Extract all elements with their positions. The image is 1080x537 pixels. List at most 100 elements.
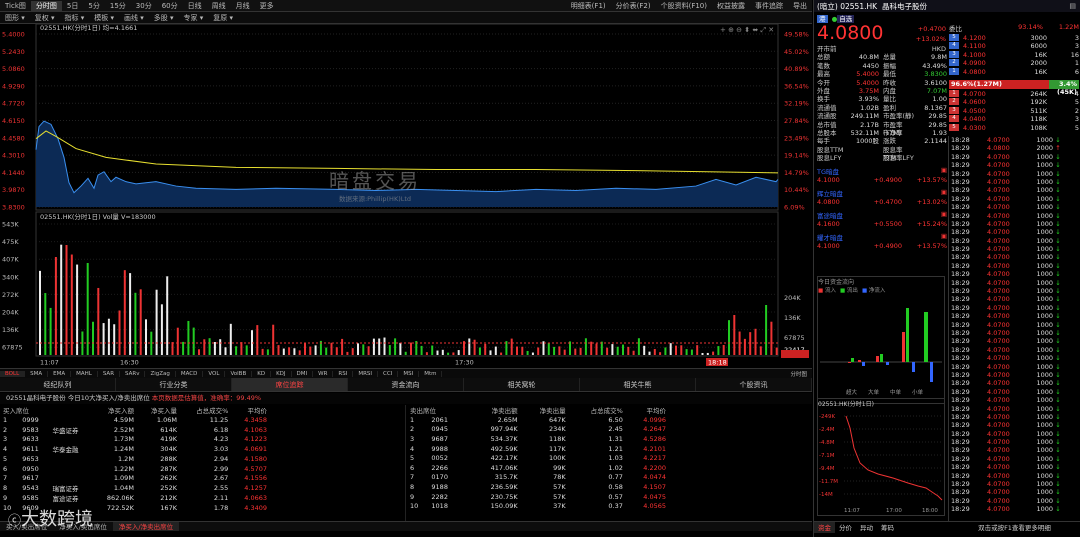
bottom-tab-0[interactable]: 买入/卖出席位 (6, 523, 48, 531)
tab-0[interactable]: Tick图 (5, 1, 26, 10)
indicator-macd[interactable]: MACD (176, 370, 204, 377)
tab-5[interactable]: 30分 (135, 1, 152, 10)
tick-row[interactable]: 18:29 4.0700 1000 ↓ (949, 488, 1080, 496)
table-row[interactable]: 10 9609 722.52K 167K 1.78 4.3409 (0, 503, 270, 513)
indicator-kdj[interactable]: KDJ (271, 370, 292, 377)
tick-row[interactable]: 18:29 4.0700 1000 ↓ (949, 220, 1080, 228)
table-row[interactable]: 2 9583 华盛证券 2.52M 614K 6.18 4.1063 (0, 425, 270, 435)
tick-row[interactable]: 18:29 4.0700 1000 ↓ (949, 245, 1080, 253)
bid-row[interactable]: 3 4.0500 511K 2 (949, 106, 1079, 115)
topbar-right-item[interactable]: 事件追踪 (755, 1, 783, 10)
open-icon[interactable]: ▣ (940, 166, 947, 174)
ask-row[interactable]: 2 4.0900 2000 1 (949, 59, 1079, 67)
tab-0[interactable]: 经纪队列 (0, 378, 116, 391)
topbar-right-item[interactable]: 权益披露 (717, 1, 745, 10)
table-row[interactable]: 9 9585 富途证券 862.06K 212K 2.11 4.0663 (0, 493, 270, 503)
tab-3[interactable]: 5分 (88, 1, 100, 10)
indicator-cci[interactable]: CCI (378, 370, 399, 377)
topbar-right-item[interactable]: 分价表(F2) (615, 1, 651, 10)
tick-row[interactable]: 18:29 4.0700 1000 ↓ (949, 295, 1080, 303)
tick-row[interactable]: 18:29 4.0700 1000 ↓ (949, 262, 1080, 270)
menu-item[interactable]: 指标 ▾ (64, 13, 85, 22)
tick-row[interactable]: 18:29 4.0700 1000 ↓ (949, 237, 1080, 245)
intraday-chart[interactable]: 02551.HK(分时1日) 均=4.1661 + ⊕ ⊖ ⬍ ⬌ ⤢ ✕ 5.40… (0, 23, 812, 369)
tick-row[interactable]: 18:29 4.0700 1000 ↓ (949, 354, 1080, 362)
tick-row[interactable]: 18:29 4.0700 1000 ↓ (949, 228, 1080, 236)
tick-row[interactable]: 18:29 4.0700 1000 ↓ (949, 430, 1080, 438)
open-icon[interactable]: ▣ (940, 232, 947, 240)
tick-row[interactable]: 18:29 4.0700 1000 ↓ (949, 421, 1080, 429)
bid-row[interactable]: 2 4.0600 192K 5 (949, 98, 1079, 106)
ask-row[interactable]: 4 4.1100 6000 3 (949, 42, 1079, 50)
tick-row[interactable]: 18:29 4.0700 1000 ↓ (949, 472, 1080, 480)
table-row[interactable]: 3 9687 534.37K 118K 1.31 4.5286 (407, 434, 669, 444)
dark-section[interactable]: 耀才暗盘 ▣ 4.1000 +0.4900 +13.57% (817, 232, 947, 254)
indicator-msi[interactable]: MSI (398, 370, 420, 377)
tick-row[interactable]: 18:29 4.0700 1000 ↓ (949, 212, 1080, 220)
table-row[interactable]: 10 1018 150.09K 37K 0.37 4.0565 (407, 501, 669, 511)
indicator-rsi[interactable]: RSI (333, 370, 354, 377)
table-row[interactable]: 7 0170 315.7K 78K 0.77 4.0474 (407, 473, 669, 483)
tick-row[interactable]: 18:29 4.0700 1000 ↓ (949, 253, 1080, 261)
indicator-mahl[interactable]: MAHL (71, 370, 98, 377)
tick-row[interactable]: 18:29 4.0700 1000 ↓ (949, 455, 1080, 463)
table-row[interactable]: 8 9543 瑞富证券 1.04M 252K 2.55 4.1257 (0, 483, 270, 493)
table-row[interactable]: 5 9653 1.2M 288K 2.94 4.1580 (0, 454, 270, 464)
chart-mode-label[interactable]: 分时图 (790, 371, 807, 378)
tick-row[interactable]: 18:28 4.0700 1000 ↓ (949, 136, 1080, 144)
tick-list[interactable]: 18:28 4.0700 1000 ↓ 18:29 4.0800 2000 ↑ 18:29 4.0… (948, 136, 1080, 521)
indicator-kd[interactable]: KD (252, 370, 272, 377)
tick-row[interactable]: 18:29 4.0700 1000 ↓ (949, 379, 1080, 387)
table-row[interactable]: 6 2266 417.06K 99K 1.02 4.2200 (407, 463, 669, 473)
bottom-tab-1[interactable]: 净买入/卖出席位 (59, 523, 107, 531)
tick-row[interactable]: 18:29 4.0700 1000 ↓ (949, 287, 1080, 295)
tick-row[interactable]: 18:29 4.0700 1000 ↓ (949, 279, 1080, 287)
tick-row[interactable]: 18:29 4.0700 1000 ↓ (949, 178, 1080, 186)
bid-row[interactable]: 1 4.0700 264K 4 (949, 90, 1079, 98)
topbar-right-item[interactable]: 导出 (793, 1, 807, 10)
table-row[interactable]: 9 2282 230.75K 57K 0.57 4.0475 (407, 492, 669, 502)
tick-row[interactable]: 18:29 4.0700 1000 ↓ (949, 195, 1080, 203)
tick-row[interactable]: 18:29 4.0700 1000 ↓ (949, 446, 1080, 454)
tab-9[interactable]: 月线 (235, 1, 250, 10)
topbar-right-item[interactable]: 个股资料(F10) (660, 1, 707, 10)
tab-1[interactable]: 分时图 (30, 0, 62, 11)
indicator-mtm[interactable]: Mtm (419, 370, 443, 377)
tick-row[interactable]: 18:29 4.0700 1000 ↓ (949, 304, 1080, 312)
tab-1[interactable]: 行业分类 (116, 378, 232, 391)
indicator-wr[interactable]: WR (313, 370, 334, 377)
tick-row[interactable]: 18:29 4.0700 1000 ↓ (949, 321, 1080, 329)
watchlist-button[interactable]: 自选 (837, 15, 855, 23)
tab-6[interactable]: 个股资讯 (696, 378, 812, 391)
indicator-sma[interactable]: SMA (25, 370, 49, 377)
dark-section[interactable]: 辉立暗盘 ▣ 4.0800 +0.4700 +13.02% (817, 188, 947, 210)
bid-row[interactable]: 4 4.0400 118K 3 (949, 115, 1079, 123)
tab-5[interactable]: 相关牛熊 (580, 378, 696, 391)
watchlist-icon[interactable]: ● (831, 15, 838, 23)
tab-2[interactable]: 5日 (66, 1, 79, 10)
quote-tab-2[interactable]: 异动 (860, 524, 873, 532)
tab-2[interactable]: 席位追踪 (232, 378, 348, 391)
tick-row[interactable]: 18:29 4.0700 1000 ↓ (949, 203, 1080, 211)
tick-row[interactable]: 18:29 4.0700 1000 ↓ (949, 153, 1080, 161)
indicator-dmi[interactable]: DMI (292, 370, 314, 377)
menu-item[interactable]: 复原 ▾ (213, 13, 233, 22)
tick-row[interactable]: 18:29 4.0700 1000 ↓ (949, 170, 1080, 178)
tick-row[interactable]: 18:29 4.0700 1000 ↓ (949, 329, 1080, 337)
tick-row[interactable]: 18:29 4.0800 2000 ↑ (949, 144, 1080, 152)
ask-row[interactable]: 5 4.1200 3000 3 (949, 34, 1079, 42)
ask-row[interactable]: 3 4.1000 16K 16 (949, 50, 1079, 59)
menu-item[interactable]: 图形 ▾ (5, 13, 25, 22)
ask-row[interactable]: 1 4.0800 16K 6 (949, 67, 1079, 76)
tick-row[interactable]: 18:29 4.0700 1000 ↓ (949, 270, 1080, 278)
dark-section[interactable]: TG暗盘 ▣ 4.1000 +0.4900 +13.57% (817, 166, 947, 188)
dark-section[interactable]: 富途暗盘 ▣ 4.1600 +0.5500 +15.24% (817, 210, 947, 232)
tick-row[interactable]: 18:29 4.0700 1000 ↓ (949, 497, 1080, 505)
tab-4[interactable]: 相关窝轮 (464, 378, 580, 391)
indicator-sarv[interactable]: SARv (120, 370, 146, 377)
bid-row[interactable]: 5 4.0300 108K 5 (949, 123, 1079, 132)
tab-7[interactable]: 日线 (187, 1, 202, 10)
table-row[interactable]: 4 9611 华泰金融 1.24M 304K 3.03 4.0691 (0, 444, 270, 454)
tick-row[interactable]: 18:29 4.0700 1000 ↓ (949, 413, 1080, 421)
tab-3[interactable]: 资金流向 (348, 378, 464, 391)
